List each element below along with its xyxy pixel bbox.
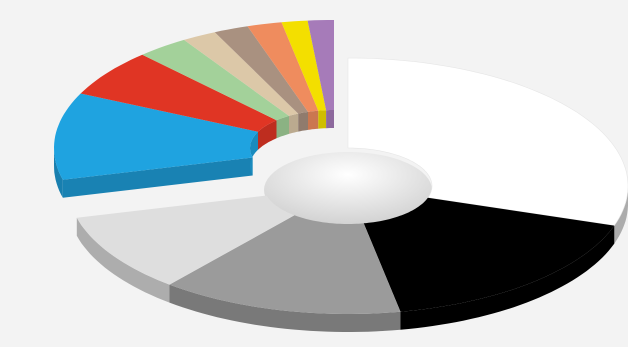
slice-side bbox=[400, 225, 615, 330]
slice bbox=[307, 20, 334, 129]
slice-side bbox=[54, 147, 63, 198]
slice-top bbox=[247, 22, 319, 112]
slice-inner-wall bbox=[318, 110, 327, 129]
slice bbox=[247, 22, 319, 130]
slice-side bbox=[614, 187, 628, 244]
slice-top bbox=[76, 195, 295, 285]
slice bbox=[400, 225, 615, 330]
slice-inner-wall bbox=[276, 115, 289, 139]
slice bbox=[214, 26, 308, 132]
slice-top bbox=[142, 39, 289, 121]
slice-top bbox=[307, 20, 334, 111]
slice bbox=[54, 93, 258, 198]
slice-sides bbox=[76, 187, 628, 332]
slice-top bbox=[281, 20, 327, 111]
slice-side bbox=[76, 217, 170, 303]
slice-inner-wall bbox=[250, 131, 258, 176]
slice-top-group bbox=[76, 195, 295, 285]
slice-inner-wall bbox=[326, 110, 334, 129]
slice-top-group bbox=[363, 197, 615, 312]
slice-top bbox=[214, 26, 308, 114]
slice bbox=[76, 217, 170, 303]
slice bbox=[80, 54, 277, 150]
slice-inner-wall bbox=[308, 110, 319, 130]
slice bbox=[614, 187, 628, 244]
slice-top-group bbox=[169, 215, 401, 314]
slice bbox=[184, 32, 299, 134]
slice-inner-wall bbox=[289, 113, 299, 134]
slice-tops bbox=[54, 20, 628, 314]
slice bbox=[142, 39, 289, 139]
donut-hole bbox=[264, 152, 432, 228]
slice-inner-wall bbox=[258, 120, 277, 150]
slice-top bbox=[184, 32, 299, 116]
slice bbox=[281, 20, 327, 129]
slice-top bbox=[169, 215, 401, 314]
slice-inner-wall bbox=[298, 111, 308, 132]
slice-top bbox=[80, 54, 277, 132]
slice-top bbox=[54, 93, 258, 180]
slice-side bbox=[169, 284, 401, 332]
slice bbox=[169, 284, 401, 332]
slice-cut bbox=[62, 157, 253, 198]
slice-top bbox=[363, 197, 615, 312]
